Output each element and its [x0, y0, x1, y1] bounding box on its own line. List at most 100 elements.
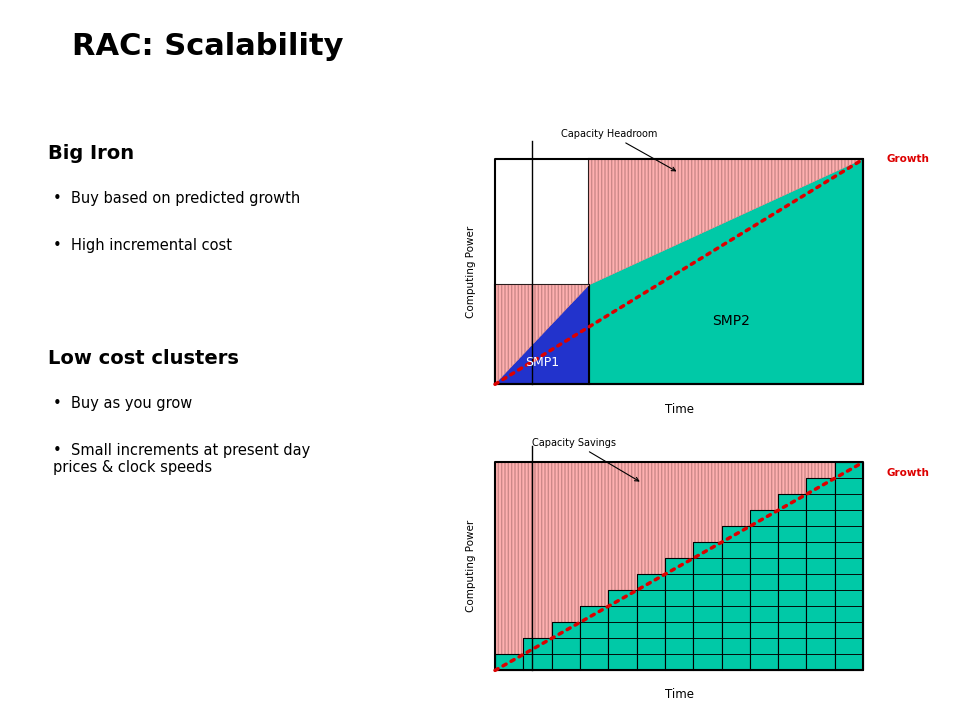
Bar	[835, 510, 863, 526]
Bar	[806, 558, 835, 575]
Bar	[722, 622, 750, 639]
Bar	[806, 542, 835, 558]
Bar	[779, 526, 806, 542]
Bar	[835, 654, 863, 670]
Bar	[779, 542, 806, 558]
Text: Computing Power: Computing Power	[467, 225, 476, 318]
Bar	[552, 622, 580, 639]
Bar	[722, 639, 750, 654]
Bar	[750, 558, 779, 575]
Bar	[835, 558, 863, 575]
Bar	[580, 639, 609, 654]
Bar	[523, 639, 552, 654]
Bar	[750, 526, 779, 542]
Text: Growth: Growth	[887, 154, 930, 164]
Bar	[580, 622, 609, 639]
Text: Computing Power: Computing Power	[467, 520, 476, 613]
Bar	[722, 575, 750, 590]
Bar	[636, 575, 665, 670]
Bar	[779, 622, 806, 639]
Bar	[609, 654, 636, 670]
Bar	[665, 575, 693, 590]
Bar	[750, 575, 779, 590]
Bar	[636, 654, 665, 670]
Bar	[665, 654, 693, 670]
Bar	[722, 558, 750, 575]
Bar	[495, 285, 588, 384]
Bar	[722, 654, 750, 670]
Bar	[495, 462, 863, 670]
Bar	[722, 606, 750, 622]
Bar	[806, 622, 835, 639]
Text: ORACLE: ORACLE	[842, 694, 922, 711]
Bar	[693, 542, 722, 670]
Bar	[835, 478, 863, 495]
Bar	[806, 526, 835, 542]
Text: •  High incremental cost: • High incremental cost	[53, 238, 231, 253]
Bar	[693, 575, 722, 590]
Bar	[693, 639, 722, 654]
Bar	[806, 575, 835, 590]
Bar	[609, 622, 636, 639]
Bar	[523, 654, 552, 670]
Bar	[636, 606, 665, 622]
Polygon shape	[495, 285, 588, 384]
Bar	[722, 526, 750, 670]
Text: SMP1: SMP1	[525, 356, 559, 369]
Bar	[609, 590, 636, 606]
Bar	[750, 654, 779, 670]
Text: RAC: Scalability: RAC: Scalability	[72, 32, 344, 61]
Text: •  Buy as you grow: • Buy as you grow	[53, 396, 192, 411]
Bar	[495, 462, 863, 670]
Text: Time: Time	[664, 403, 693, 416]
Text: Low cost clusters: Low cost clusters	[48, 349, 239, 368]
Bar	[495, 654, 523, 670]
Bar	[665, 590, 693, 606]
Text: Growth: Growth	[887, 468, 930, 477]
Bar	[779, 639, 806, 654]
Bar	[750, 510, 779, 526]
Bar	[552, 639, 580, 654]
Bar	[779, 575, 806, 590]
Bar	[779, 654, 806, 670]
Bar	[806, 639, 835, 654]
Bar	[588, 159, 863, 384]
Text: •  Buy based on predicted growth: • Buy based on predicted growth	[53, 191, 300, 206]
Bar	[722, 526, 750, 542]
Bar	[806, 495, 835, 510]
Bar	[552, 654, 580, 670]
Bar	[665, 558, 693, 670]
Text: •  Small increments at present day
prices & clock speeds: • Small increments at present day prices…	[53, 443, 310, 475]
Bar	[835, 622, 863, 639]
Bar	[835, 495, 863, 510]
Bar	[636, 575, 665, 590]
Bar	[835, 462, 863, 670]
Bar	[750, 622, 779, 639]
Bar	[806, 478, 835, 495]
Bar	[636, 639, 665, 654]
Polygon shape	[588, 159, 863, 285]
Bar	[835, 639, 863, 654]
Bar	[636, 622, 665, 639]
Bar	[750, 639, 779, 654]
Bar	[693, 542, 722, 558]
Bar	[806, 606, 835, 622]
Text: Capacity Headroom: Capacity Headroom	[562, 129, 676, 171]
Bar	[693, 622, 722, 639]
Bar	[693, 606, 722, 622]
Bar	[693, 558, 722, 575]
Bar	[665, 622, 693, 639]
Bar	[665, 558, 693, 575]
Bar	[806, 590, 835, 606]
Bar	[750, 590, 779, 606]
Bar	[750, 542, 779, 558]
Bar	[835, 462, 863, 478]
Bar	[835, 542, 863, 558]
Bar	[580, 606, 609, 622]
Bar	[722, 542, 750, 558]
Text: SMP2: SMP2	[712, 315, 751, 328]
Bar	[580, 606, 609, 670]
Bar	[750, 510, 779, 670]
Bar	[580, 654, 609, 670]
Bar	[523, 639, 552, 670]
